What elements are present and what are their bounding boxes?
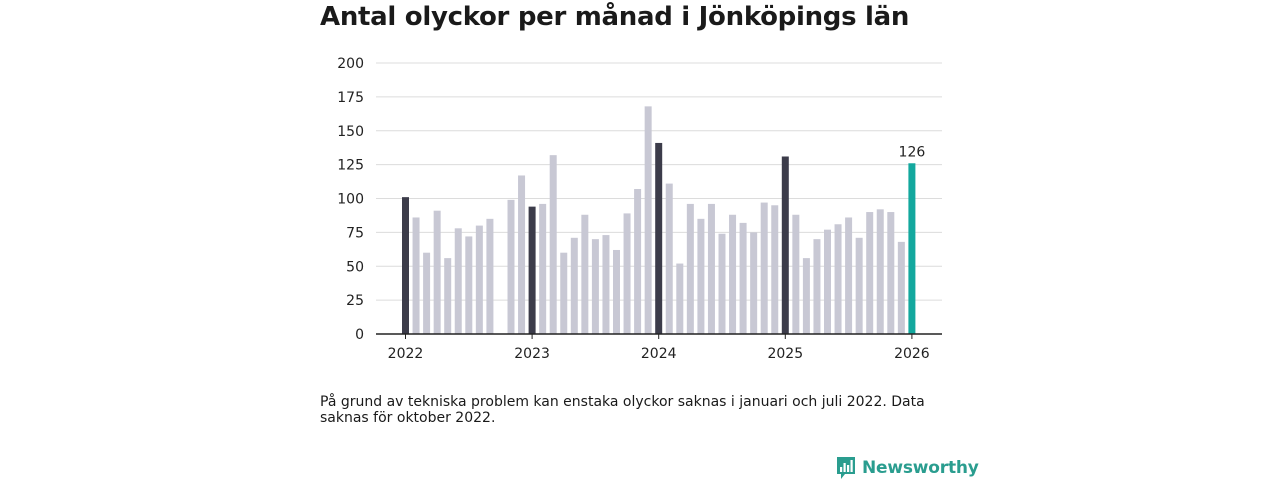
bar	[444, 258, 452, 334]
brand-name: Newsworthy	[862, 458, 979, 478]
bar	[781, 156, 789, 334]
bar	[887, 212, 895, 334]
bar	[908, 163, 916, 334]
y-tick-label: 125	[337, 158, 364, 174]
bar	[792, 214, 800, 334]
bar	[855, 237, 863, 334]
y-tick-label: 75	[346, 225, 364, 241]
bar	[591, 239, 599, 334]
bar	[834, 224, 842, 334]
bars	[402, 106, 916, 334]
bar	[423, 252, 431, 334]
x-tick-label: 2023	[514, 346, 550, 362]
bar	[433, 210, 441, 334]
bar	[549, 155, 557, 334]
bar	[707, 203, 715, 334]
newsworthy-chart-icon	[837, 457, 855, 479]
bar	[570, 237, 578, 334]
y-tick-label: 200	[337, 56, 364, 72]
y-tick-label: 175	[337, 90, 364, 106]
bar	[560, 252, 568, 334]
bar	[866, 212, 874, 334]
bar	[750, 232, 758, 334]
bar	[729, 214, 737, 334]
bar	[454, 228, 462, 334]
bar	[623, 213, 631, 334]
bar	[518, 175, 526, 334]
bar	[613, 249, 620, 334]
chart-title: Antal olyckor per månad i Jönköpings län	[320, 2, 910, 32]
bar	[897, 241, 905, 334]
bar	[813, 239, 821, 334]
y-tick-label: 100	[337, 192, 364, 208]
bar	[465, 236, 473, 334]
bar	[539, 203, 547, 334]
bar	[581, 214, 589, 334]
x-tick-label: 2026	[894, 346, 930, 362]
data-labels: 126	[899, 144, 926, 160]
bar	[528, 206, 536, 334]
bar	[634, 189, 642, 334]
bar	[665, 183, 673, 334]
bar	[676, 263, 684, 334]
bar	[475, 225, 483, 334]
bar	[486, 218, 494, 334]
bar	[718, 233, 726, 334]
y-tick-label: 25	[346, 293, 364, 309]
x-tick-label: 2025	[767, 346, 803, 362]
bar	[402, 197, 409, 334]
footnote: På grund av tekniska problem kan enstaka…	[320, 394, 925, 426]
y-tick-label: 0	[355, 327, 364, 343]
bar	[697, 218, 705, 334]
bar	[771, 205, 779, 334]
bar	[802, 258, 810, 334]
bar	[876, 209, 884, 334]
bar	[760, 202, 768, 334]
bar	[686, 203, 694, 334]
newsworthy-logo[interactable]: Newsworthy	[836, 455, 979, 481]
y-tick-label: 50	[346, 259, 364, 275]
y-axis: 0 25 50 75 100 125 150 175 200	[337, 56, 364, 343]
highlight-value-label: 126	[899, 144, 926, 160]
bar	[739, 222, 747, 334]
x-axis: 2022 2023 2024 2025 2026	[376, 333, 942, 362]
bar	[644, 106, 652, 334]
bar	[824, 229, 831, 334]
x-tick-label: 2022	[388, 346, 424, 362]
bar	[845, 217, 853, 334]
x-tick-label: 2024	[641, 346, 677, 362]
bar	[507, 199, 515, 334]
bar	[412, 217, 420, 334]
bar	[602, 235, 610, 334]
y-tick-label: 150	[337, 124, 364, 140]
bar	[655, 142, 663, 334]
